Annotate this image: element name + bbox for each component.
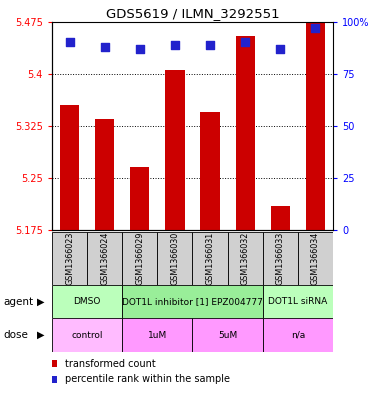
Text: control: control xyxy=(71,331,103,340)
Text: 1uM: 1uM xyxy=(148,331,167,340)
Text: GSM1366033: GSM1366033 xyxy=(276,232,285,285)
Bar xyxy=(263,318,333,352)
Bar xyxy=(87,232,122,285)
Point xyxy=(312,25,318,31)
Text: ▶: ▶ xyxy=(37,297,44,307)
Bar xyxy=(60,105,79,230)
Bar xyxy=(306,22,325,230)
Text: transformed count: transformed count xyxy=(65,358,156,369)
Text: GSM1366023: GSM1366023 xyxy=(65,232,74,285)
Bar xyxy=(263,232,298,285)
Text: DOT1L inhibitor [1] EPZ004777: DOT1L inhibitor [1] EPZ004777 xyxy=(122,297,263,306)
Title: GDS5619 / ILMN_3292551: GDS5619 / ILMN_3292551 xyxy=(106,7,279,20)
Bar xyxy=(228,232,263,285)
Text: agent: agent xyxy=(4,297,34,307)
Point xyxy=(207,41,213,48)
Point xyxy=(102,44,108,50)
Text: 5uM: 5uM xyxy=(218,331,237,340)
Bar xyxy=(52,285,122,318)
Bar xyxy=(192,318,263,352)
Text: DOT1L siRNA: DOT1L siRNA xyxy=(268,297,328,306)
Bar xyxy=(122,285,263,318)
Point xyxy=(277,46,283,52)
Bar xyxy=(52,232,87,285)
Text: GSM1366029: GSM1366029 xyxy=(135,231,144,285)
Bar xyxy=(95,119,114,230)
Text: GSM1366031: GSM1366031 xyxy=(206,232,214,285)
Text: GSM1366024: GSM1366024 xyxy=(100,232,109,285)
Text: percentile rank within the sample: percentile rank within the sample xyxy=(65,374,231,384)
Text: GSM1366030: GSM1366030 xyxy=(171,232,179,285)
Point xyxy=(172,41,178,48)
Text: n/a: n/a xyxy=(291,331,305,340)
Text: DMSO: DMSO xyxy=(74,297,101,306)
Text: dose: dose xyxy=(4,330,29,340)
Bar xyxy=(52,318,122,352)
Bar xyxy=(130,167,149,230)
Bar xyxy=(192,232,228,285)
Point xyxy=(242,39,248,46)
Bar xyxy=(298,232,333,285)
Bar xyxy=(165,70,184,230)
Bar xyxy=(122,232,157,285)
Bar xyxy=(271,206,290,230)
Text: GSM1366032: GSM1366032 xyxy=(241,232,250,285)
Bar xyxy=(201,112,220,230)
Text: GSM1366034: GSM1366034 xyxy=(311,232,320,285)
Bar xyxy=(236,35,255,230)
Bar xyxy=(122,318,192,352)
Bar xyxy=(157,232,192,285)
Text: ▶: ▶ xyxy=(37,330,44,340)
Point xyxy=(137,46,143,52)
Point xyxy=(67,39,73,46)
Bar xyxy=(263,285,333,318)
